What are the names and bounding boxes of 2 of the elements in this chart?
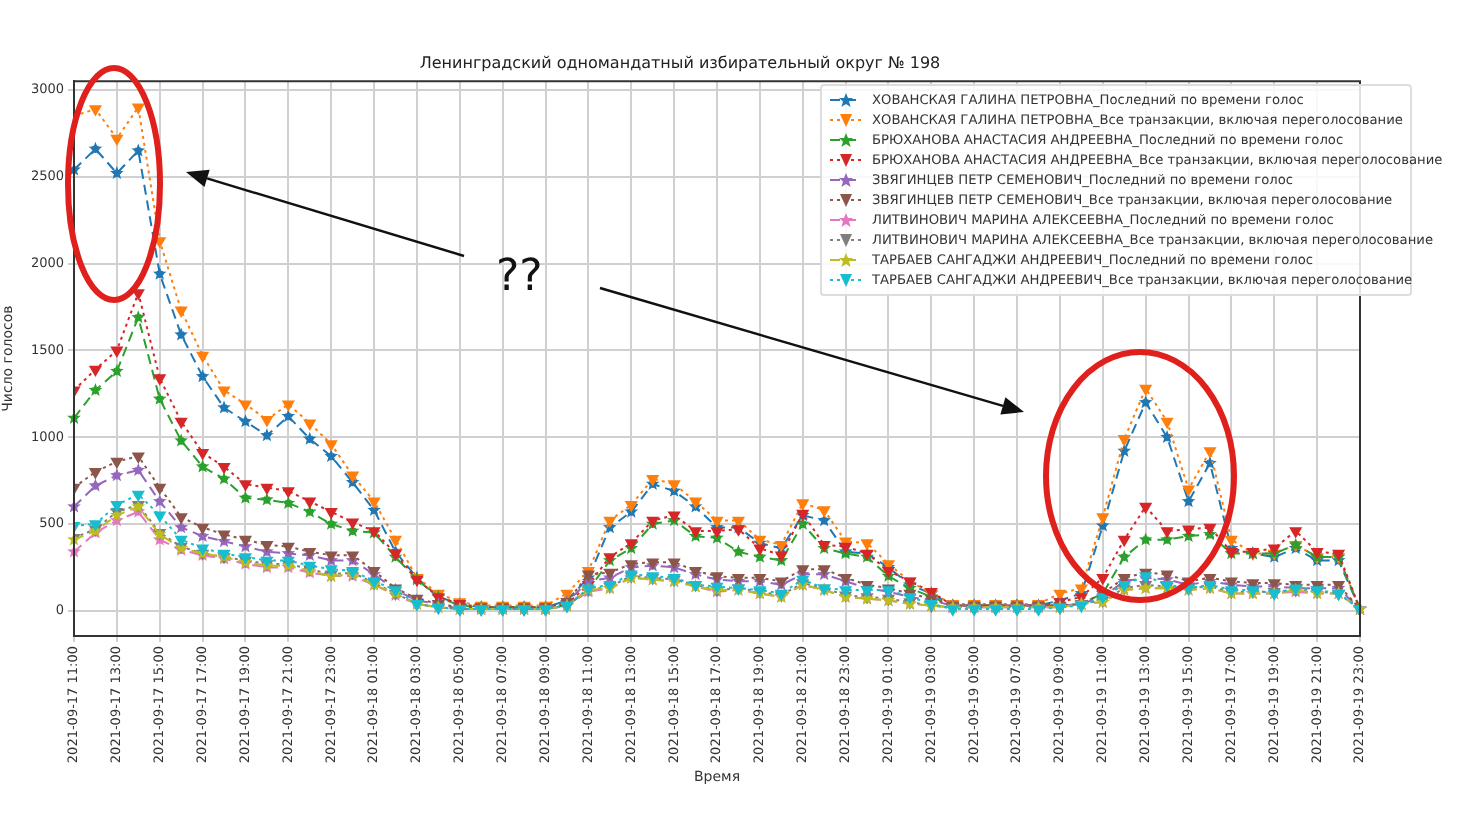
- annotation: ??: [496, 252, 543, 302]
- chart-title: Ленинградский одномандатный избирательный округ № 198: [419, 53, 941, 72]
